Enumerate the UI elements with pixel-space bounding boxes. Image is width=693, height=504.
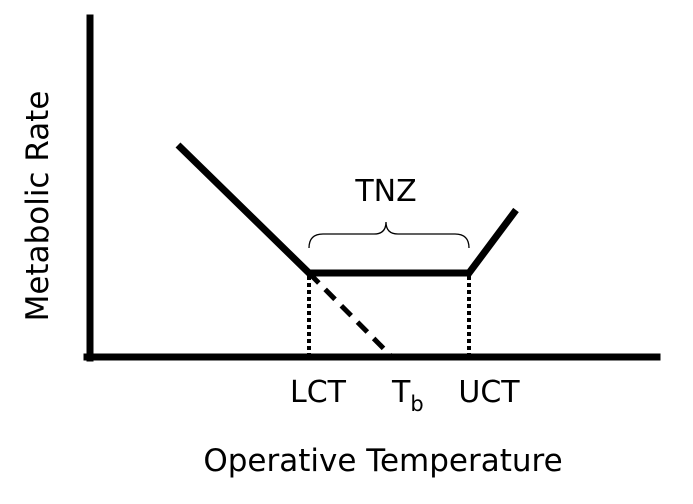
x-axis-label: Operative Temperature <box>203 443 562 479</box>
metabolic-rate-curve <box>175 142 519 277</box>
tnz-label: TNZ <box>354 174 416 209</box>
tb-label-main: T <box>391 375 411 410</box>
tnz-brace <box>308 221 470 249</box>
lct-label: LCT <box>290 375 347 410</box>
y-axis-label: Metabolic Rate <box>20 91 56 322</box>
uct-label: UCT <box>458 375 520 410</box>
tb-label: Tb <box>391 375 424 416</box>
tb-extrapolation-dashed-line <box>307 271 394 359</box>
tb-label-subscript: b <box>410 392 423 416</box>
